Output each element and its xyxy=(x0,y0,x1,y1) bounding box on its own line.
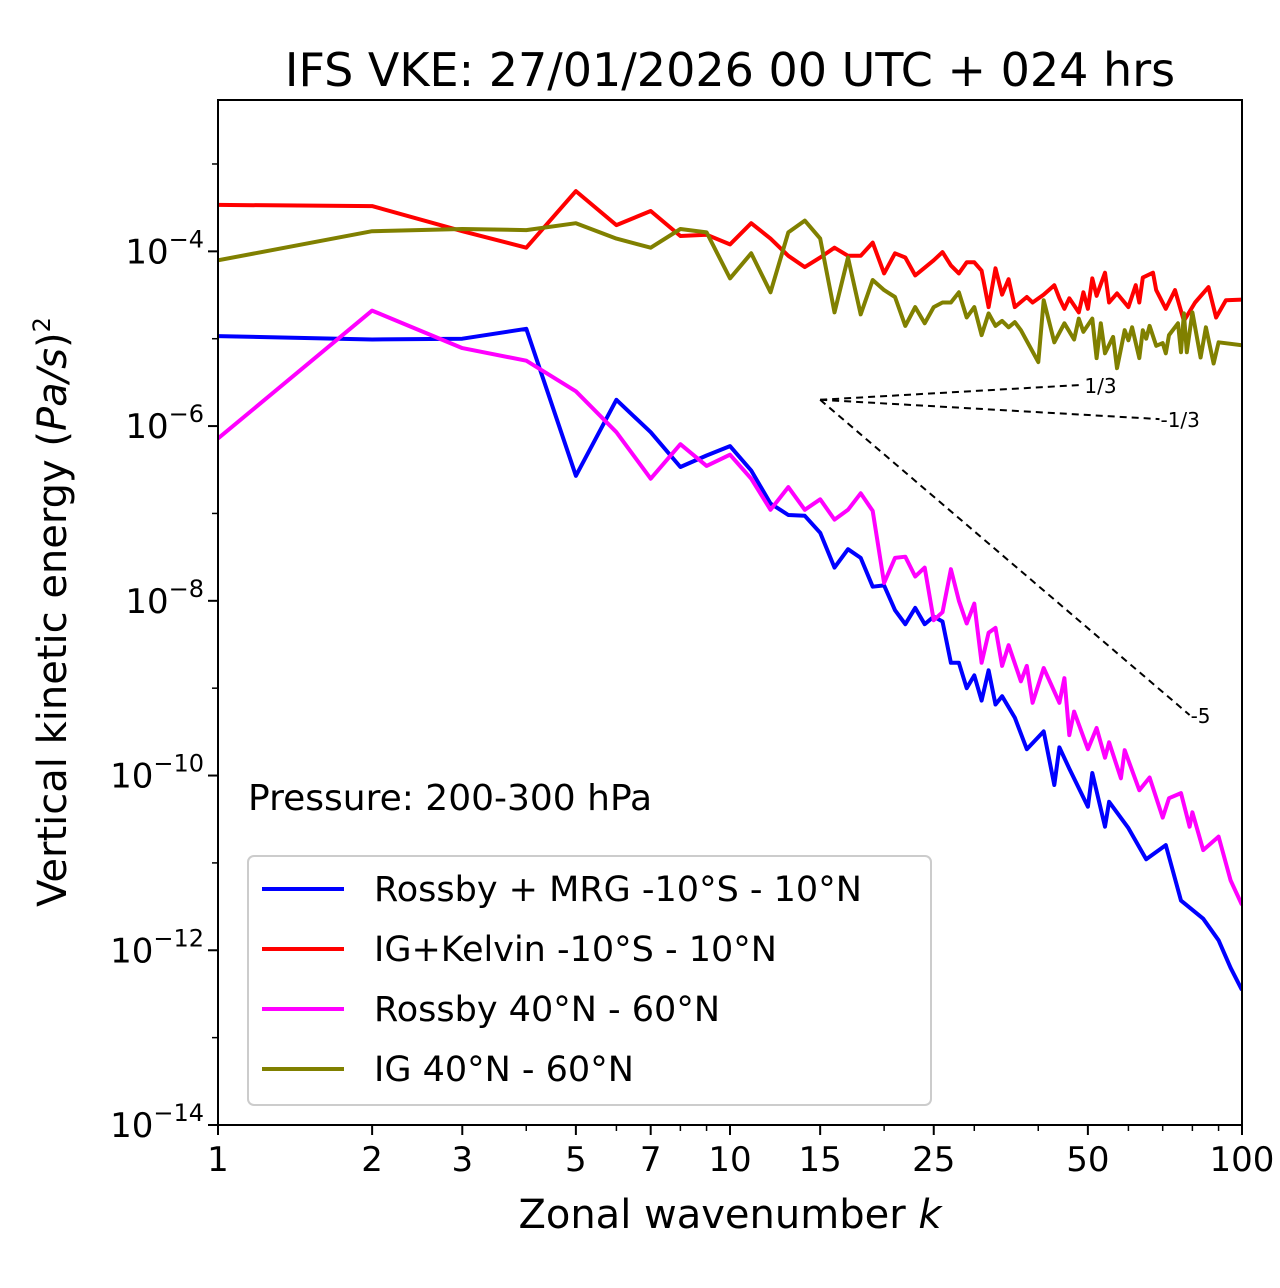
y-tick-label: 10−12 xyxy=(110,924,204,971)
series-line-3 xyxy=(218,218,1242,371)
x-axis-label-text: Zonal wavenumber xyxy=(518,1192,918,1238)
x-tick-label: 5 xyxy=(565,1140,587,1180)
reference-slopes: 1/3 -1/3 -5 xyxy=(819,374,1211,728)
x-tick-label: 10 xyxy=(708,1140,751,1180)
x-axis-label-var: k xyxy=(918,1192,943,1238)
series-line-2 xyxy=(218,308,1242,906)
reference-slope-line-1 xyxy=(820,398,1160,421)
y-axis-label-text: Vertical kinetic energy ( xyxy=(30,431,76,907)
pressure-annotation: Pressure: 200-300 hPa xyxy=(248,778,652,819)
y-axis-label-var: Pa/s xyxy=(30,348,76,431)
y-axis-label-close: ) xyxy=(30,332,76,348)
y-axis-label-exp: 2 xyxy=(28,317,56,332)
y-tick-label: 10−14 xyxy=(110,1099,204,1146)
legend: Rossby + MRG -10°S - 10°N IG+Kelvin -10°S… xyxy=(247,855,932,1106)
legend-label-0: Rossby + MRG -10°S - 10°N xyxy=(374,870,862,910)
x-tick-label: 3 xyxy=(451,1140,473,1180)
reference-slope-label-1: -1/3 xyxy=(1160,408,1199,432)
x-tick-label: 2 xyxy=(361,1140,383,1180)
legend-label-1: IG+Kelvin -10°S - 10°N xyxy=(374,930,777,970)
x-tick-label: 1 xyxy=(207,1140,229,1180)
series-line-0 xyxy=(218,326,1242,992)
y-tick-label: 10−8 xyxy=(125,575,204,622)
y-axis: 10−4 10−6 10−8 10−10 10−12 10−14 xyxy=(110,163,218,1146)
x-tick-label: 7 xyxy=(640,1140,662,1180)
reference-slope-label-2: -5 xyxy=(1191,704,1211,728)
x-tick-label: 50 xyxy=(1066,1140,1109,1180)
chart-title: IFS VKE: 27/01/2026 00 UTC + 024 hrs xyxy=(285,43,1175,97)
x-axis: 1 2 3 5 7 10 15 25 50 100 xyxy=(207,1125,1274,1180)
legend-label-2: Rossby 40°N - 60°N xyxy=(374,990,720,1030)
y-tick-label: 10−4 xyxy=(125,225,204,272)
reference-slope-line-0 xyxy=(820,383,1084,401)
y-tick-label: 10−10 xyxy=(110,750,204,797)
x-tick-label: 100 xyxy=(1210,1140,1275,1180)
y-tick-label: 10−6 xyxy=(125,400,204,447)
series-layer xyxy=(218,189,1242,992)
legend-label-3: IG 40°N - 60°N xyxy=(374,1050,634,1090)
series-line-1 xyxy=(218,189,1242,323)
legend-box xyxy=(247,855,932,1106)
reference-slope-line-2 xyxy=(819,399,1191,716)
y-axis-label: Vertical kinetic energy (Pa/s)2 xyxy=(28,317,76,907)
x-tick-label: 15 xyxy=(799,1140,842,1180)
reference-slope-label-0: 1/3 xyxy=(1084,374,1116,398)
x-axis-label: Zonal wavenumber k xyxy=(518,1192,943,1238)
x-tick-label: 25 xyxy=(912,1140,955,1180)
